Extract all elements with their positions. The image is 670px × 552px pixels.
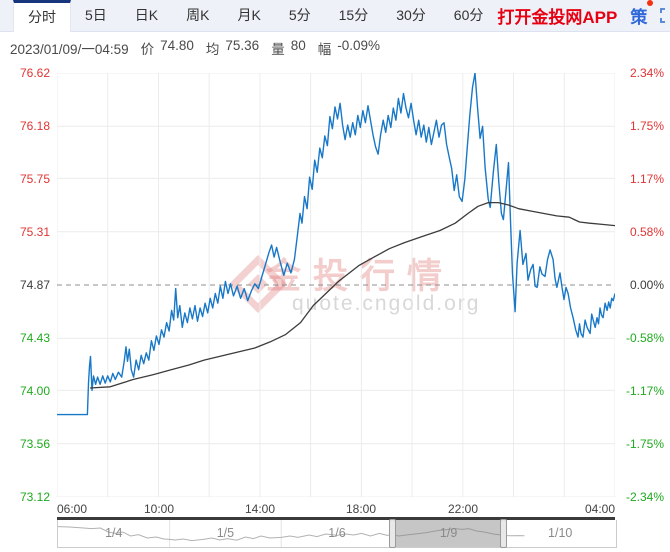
tab-weekly-k[interactable]: 周K [186,7,210,23]
y-axis-price-label: 73.12 [19,490,50,504]
navigator-date[interactable]: 1/9 [439,526,458,540]
navigator-left-handle[interactable] [388,519,396,548]
x-axis-time-label: 18:00 [345,502,377,516]
avg-value: 75.36 [225,38,260,53]
navigator-date[interactable]: 1/6 [328,526,346,540]
y-axis-price-label: 74.00 [19,384,50,398]
tab-daily-k[interactable]: 日K [134,7,159,23]
price-label: 价 [140,42,155,57]
x-axis-time-label: 06:00 [57,502,88,516]
range-navigator[interactable]: 1/4 1/5 1/6 1/9 1/10 [57,519,617,548]
y-axis-pct-label: 2.34% [629,66,664,80]
open-app-link[interactable]: 打开金投网APP [497,8,618,27]
quote-info-bar: 2023/01/09/一04:59 价 74.80 均 75.36 量 80 幅… [10,38,386,58]
period-tabbar: 分时 5日 日K 周K 月K 5分 15分 30分 60分 打开金投网APP 策… [0,0,670,32]
y-axis-pct-label: -1.17% [625,384,664,398]
y-axis-price-label: 73.56 [19,437,50,451]
tab-monthly-k[interactable]: 月K [237,7,261,23]
volume-label: 量 [271,42,285,57]
chart-bottom-axis [57,517,615,520]
tab-5min[interactable]: 5分 [288,7,311,23]
tab-5day[interactable]: 5日 [85,7,107,23]
fullscreen-icon[interactable] [660,8,670,23]
navigator-date[interactable]: 1/10 [548,526,573,540]
tabbar-actions: 打开金投网APP 策 ⋮ [497,0,670,31]
y-axis-pct-label: -0.58% [625,331,664,345]
x-axis-time-label: 10:00 [143,502,175,516]
x-axis-time-label: 22:00 [447,502,479,516]
tab-15min[interactable]: 15分 [338,7,369,23]
change-value: -0.09% [337,38,381,53]
navigator-date[interactable]: 1/5 [216,526,235,540]
y-axis-price-label: 75.31 [19,225,50,239]
y-axis-price-label: 75.75 [19,172,50,186]
quote-datetime: 2023/01/09/一04:59 [10,42,129,57]
navigator-date[interactable]: 1/4 [105,526,123,540]
strategy-button[interactable]: 策 [630,0,654,28]
y-axis-pct-label: 0.58% [629,225,664,239]
y-axis-pct-label: 1.17% [629,172,664,186]
y-axis-price-label: 74.43 [19,331,50,345]
y-axis-pct-label: 1.75% [629,119,664,133]
y-axis-price-label: 76.62 [19,66,50,80]
navigator-selection[interactable] [392,520,505,547]
avg-label: 均 [205,42,220,57]
y-axis-prev-close-label: 74.87 [19,278,50,292]
tab-30min[interactable]: 30分 [396,7,426,23]
x-axis-time-label: 04:00 [584,502,615,516]
tab-time-share[interactable]: 分时 [13,0,71,32]
change-label: 幅 [317,42,332,57]
price-chart[interactable] [57,73,615,497]
tab-60min[interactable]: 60分 [453,7,484,23]
price-value: 74.80 [160,38,194,53]
y-axis-zero-pct-label: 0.00% [629,278,664,292]
strategy-label: 策 [630,8,648,27]
y-axis-pct-label: -1.75% [625,437,664,451]
y-axis-price-label: 76.18 [19,119,50,133]
y-axis-pct-label: -2.34% [625,490,664,504]
x-axis-time-label: 14:00 [244,502,276,516]
navigator-right-handle[interactable] [500,519,508,548]
notification-dot-icon [647,0,654,6]
volume-value: 80 [290,38,306,53]
